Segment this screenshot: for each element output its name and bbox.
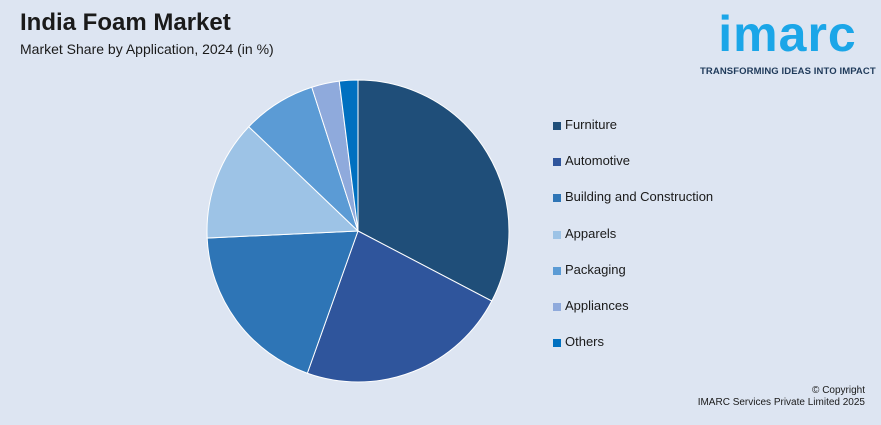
legend-item: Appliances: [553, 298, 713, 334]
legend-swatch: [553, 339, 561, 348]
pie-slice-furniture: [357, 79, 510, 302]
legend-label: Apparels: [565, 225, 617, 241]
chart-title: India Foam Market: [20, 9, 231, 36]
chart-subtitle: Market Share by Application, 2024 (in %): [20, 41, 274, 57]
legend-item: Others: [553, 334, 713, 370]
legend-swatch: [553, 230, 561, 239]
chart-legend: Furniture Automotive Building and Construc…: [553, 117, 713, 370]
legend-item: Automotive: [553, 153, 713, 189]
logo-wordmark: imarc: [718, 6, 857, 62]
legend-label: Appliances: [565, 297, 629, 313]
legend-label: Building and Construction: [565, 189, 714, 205]
copyright-line-2: IMARC Services Private Limited 2025: [697, 397, 865, 408]
legend-label: Others: [565, 334, 605, 350]
pie-slice-building-and-construction: [206, 230, 359, 374]
legend-item: Apparels: [553, 226, 713, 262]
legend-swatch: [553, 158, 561, 167]
pie-slice-others: [338, 79, 359, 232]
pie-slice-automotive: [306, 230, 493, 383]
pie-slice-apparels: [206, 126, 360, 239]
legend-label: Furniture: [565, 117, 618, 132]
legend-item: Packaging: [553, 262, 713, 298]
legend-swatch: [553, 302, 561, 311]
legend-swatch: [553, 194, 561, 203]
copyright-line-1: © Copyright: [812, 385, 865, 396]
legend-item: Furniture: [553, 117, 713, 153]
legend-swatch: [553, 122, 561, 130]
legend-label: Automotive: [565, 153, 631, 169]
logo-tagline: TRANSFORMING IDEAS INTO IMPACT: [700, 66, 876, 77]
imarc-logo: imarc TRANSFORMING IDEAS INTO IMPACT: [700, 6, 876, 82]
legend-label: Packaging: [565, 261, 626, 277]
legend-swatch: [553, 266, 561, 275]
copyright-notice: © Copyright IMARC Services Private Limit…: [698, 385, 865, 409]
legend-item: Building and Construction: [553, 189, 713, 225]
